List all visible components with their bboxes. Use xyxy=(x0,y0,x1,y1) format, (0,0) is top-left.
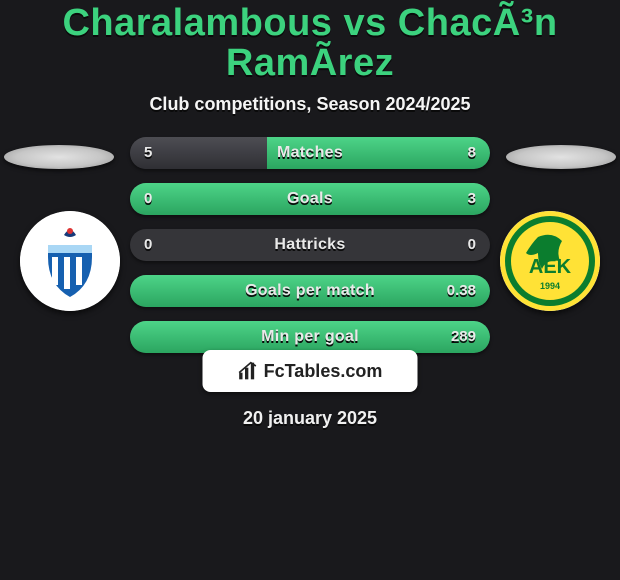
svg-text:1994: 1994 xyxy=(540,281,560,291)
stat-row: 289Min per goal xyxy=(130,321,490,353)
club-crest-right: AEK 1994 xyxy=(500,211,600,311)
subtitle: Club competitions, Season 2024/2025 xyxy=(0,94,620,115)
brand-text: FcTables.com xyxy=(264,361,383,382)
stat-bars: 58Matches 03Goals 00Hattricks 0.38Goals per… xyxy=(130,137,490,367)
stat-label: Goals xyxy=(130,183,490,215)
stat-label: Goals per match xyxy=(130,275,490,307)
club-crest-left xyxy=(20,211,120,311)
stat-row: 03Goals xyxy=(130,183,490,215)
shield-icon xyxy=(20,211,120,311)
stat-label: Matches xyxy=(130,137,490,169)
stat-label: Min per goal xyxy=(130,321,490,353)
chart-icon xyxy=(238,361,258,381)
stat-row: 00Hattricks xyxy=(130,229,490,261)
player-ellipse-right xyxy=(506,145,616,169)
svg-text:AEK: AEK xyxy=(529,256,572,278)
snapshot-date: 20 january 2025 xyxy=(0,408,620,429)
stat-row: 58Matches xyxy=(130,137,490,169)
page-title: Charalambous vs ChacÃ³n RamÃ­rez xyxy=(0,0,620,84)
stat-row: 0.38Goals per match xyxy=(130,275,490,307)
stat-label: Hattricks xyxy=(130,229,490,261)
player-ellipse-left xyxy=(4,145,114,169)
comparison-panel: AEK 1994 58Matches03Goals00Hattricks0.38… xyxy=(0,143,620,363)
circle-crest-icon: AEK 1994 xyxy=(500,211,600,311)
brand-badge: FcTables.com xyxy=(203,350,418,392)
